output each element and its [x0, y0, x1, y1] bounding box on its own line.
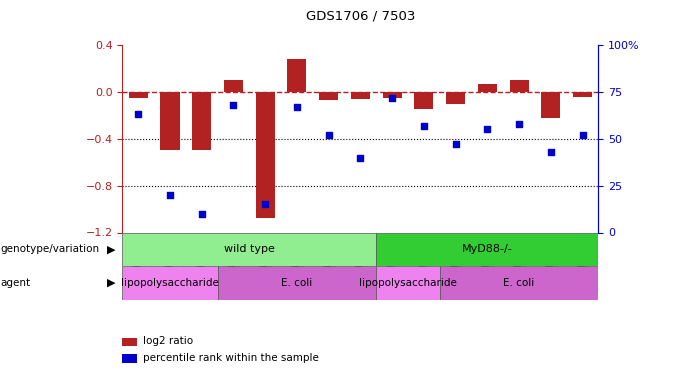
Point: [292, 104, 303, 110]
Text: E. coli: E. coli: [503, 278, 534, 288]
Point: [545, 149, 556, 155]
Bar: [383, 92, 402, 98]
Text: lipopolysaccharide: lipopolysaccharide: [121, 278, 219, 288]
Bar: [129, 92, 148, 98]
Bar: [376, 266, 440, 300]
Bar: [224, 80, 243, 92]
Text: genotype/variation: genotype/variation: [0, 244, 99, 254]
Bar: [414, 92, 433, 110]
Bar: [509, 80, 528, 92]
Point: [197, 211, 207, 217]
Point: [418, 123, 429, 129]
Bar: [192, 92, 211, 150]
Bar: [122, 266, 218, 300]
Text: GDS1706 / 7503: GDS1706 / 7503: [306, 9, 415, 22]
Point: [260, 201, 271, 207]
Bar: [256, 92, 275, 218]
Bar: [440, 266, 598, 300]
Text: wild type: wild type: [224, 244, 275, 254]
Text: E. coli: E. coli: [282, 278, 313, 288]
Point: [228, 102, 239, 108]
Point: [482, 126, 493, 132]
Text: log2 ratio: log2 ratio: [143, 336, 193, 346]
Bar: [351, 92, 370, 99]
Point: [513, 121, 524, 127]
Point: [577, 132, 588, 138]
Bar: [319, 92, 338, 100]
Point: [387, 94, 398, 100]
Point: [450, 141, 461, 147]
Point: [165, 192, 175, 198]
Text: ▶: ▶: [107, 278, 116, 288]
Text: ▶: ▶: [107, 244, 116, 254]
Bar: [541, 92, 560, 118]
Point: [133, 111, 143, 117]
Text: percentile rank within the sample: percentile rank within the sample: [143, 353, 319, 363]
Text: agent: agent: [0, 278, 30, 288]
Bar: [218, 266, 376, 300]
Text: MyD88-/-: MyD88-/-: [462, 244, 513, 254]
Bar: [376, 232, 598, 266]
Bar: [478, 84, 497, 92]
Point: [323, 132, 334, 138]
Bar: [573, 92, 592, 97]
Bar: [122, 232, 376, 266]
Bar: [446, 92, 465, 104]
Point: [355, 154, 366, 160]
Bar: [160, 92, 180, 150]
Text: lipopolysaccharide: lipopolysaccharide: [359, 278, 457, 288]
Bar: [288, 59, 307, 92]
